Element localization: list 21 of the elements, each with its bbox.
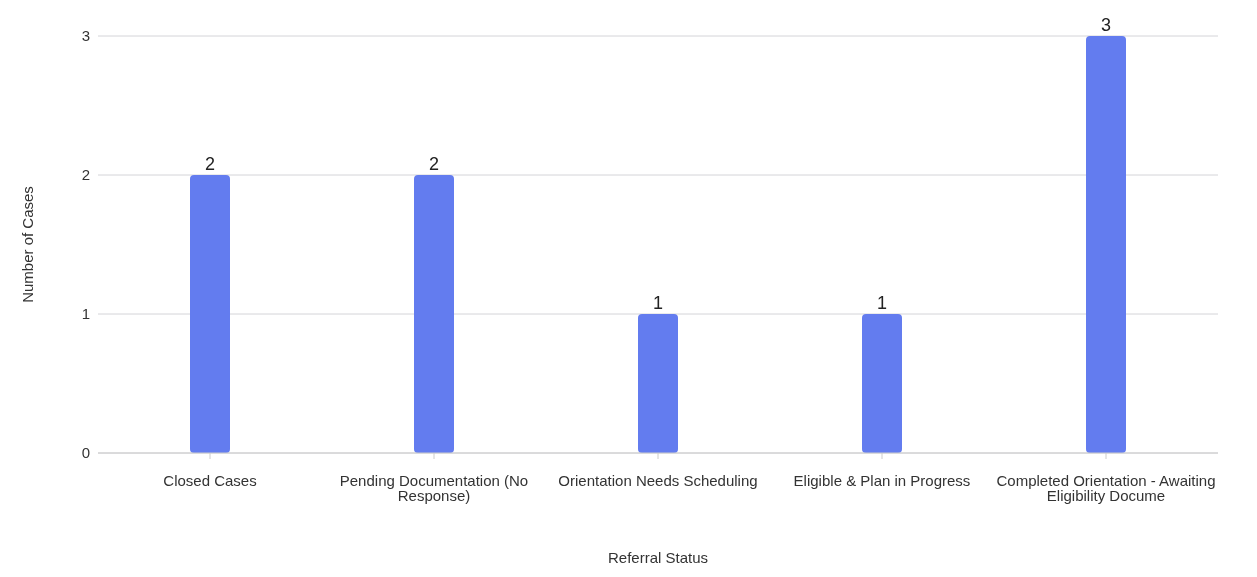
x-tick-label: Closed Cases [163, 471, 257, 489]
data-label: 1 [652, 293, 664, 313]
y-tick-label: 0 [81, 444, 90, 462]
bar [638, 314, 678, 453]
x-tick-label: Eligible & Plan in Progress [793, 471, 971, 489]
bar [414, 175, 454, 453]
bar [1086, 36, 1126, 453]
data-label: 2 [204, 154, 216, 174]
data-label: 1 [876, 293, 888, 313]
data-label: 2 [428, 154, 440, 174]
x-tick-label: Completed Orientation - Awaiting Eligibility Docume [996, 471, 1216, 504]
y-tick-label: 3 [81, 27, 90, 45]
bar [862, 314, 902, 453]
y-tick-label: 1 [81, 305, 90, 323]
x-tick-label: Pending Documentation (No Response) [339, 471, 529, 504]
y-axis-title: Number of Cases [19, 186, 37, 303]
x-tick-label: Orientation Needs Scheduling [558, 471, 758, 489]
data-label: 3 [1100, 15, 1112, 35]
y-tick-label: 2 [81, 166, 90, 184]
x-axis-title: Referral Status [607, 549, 709, 566]
bar [190, 175, 230, 453]
